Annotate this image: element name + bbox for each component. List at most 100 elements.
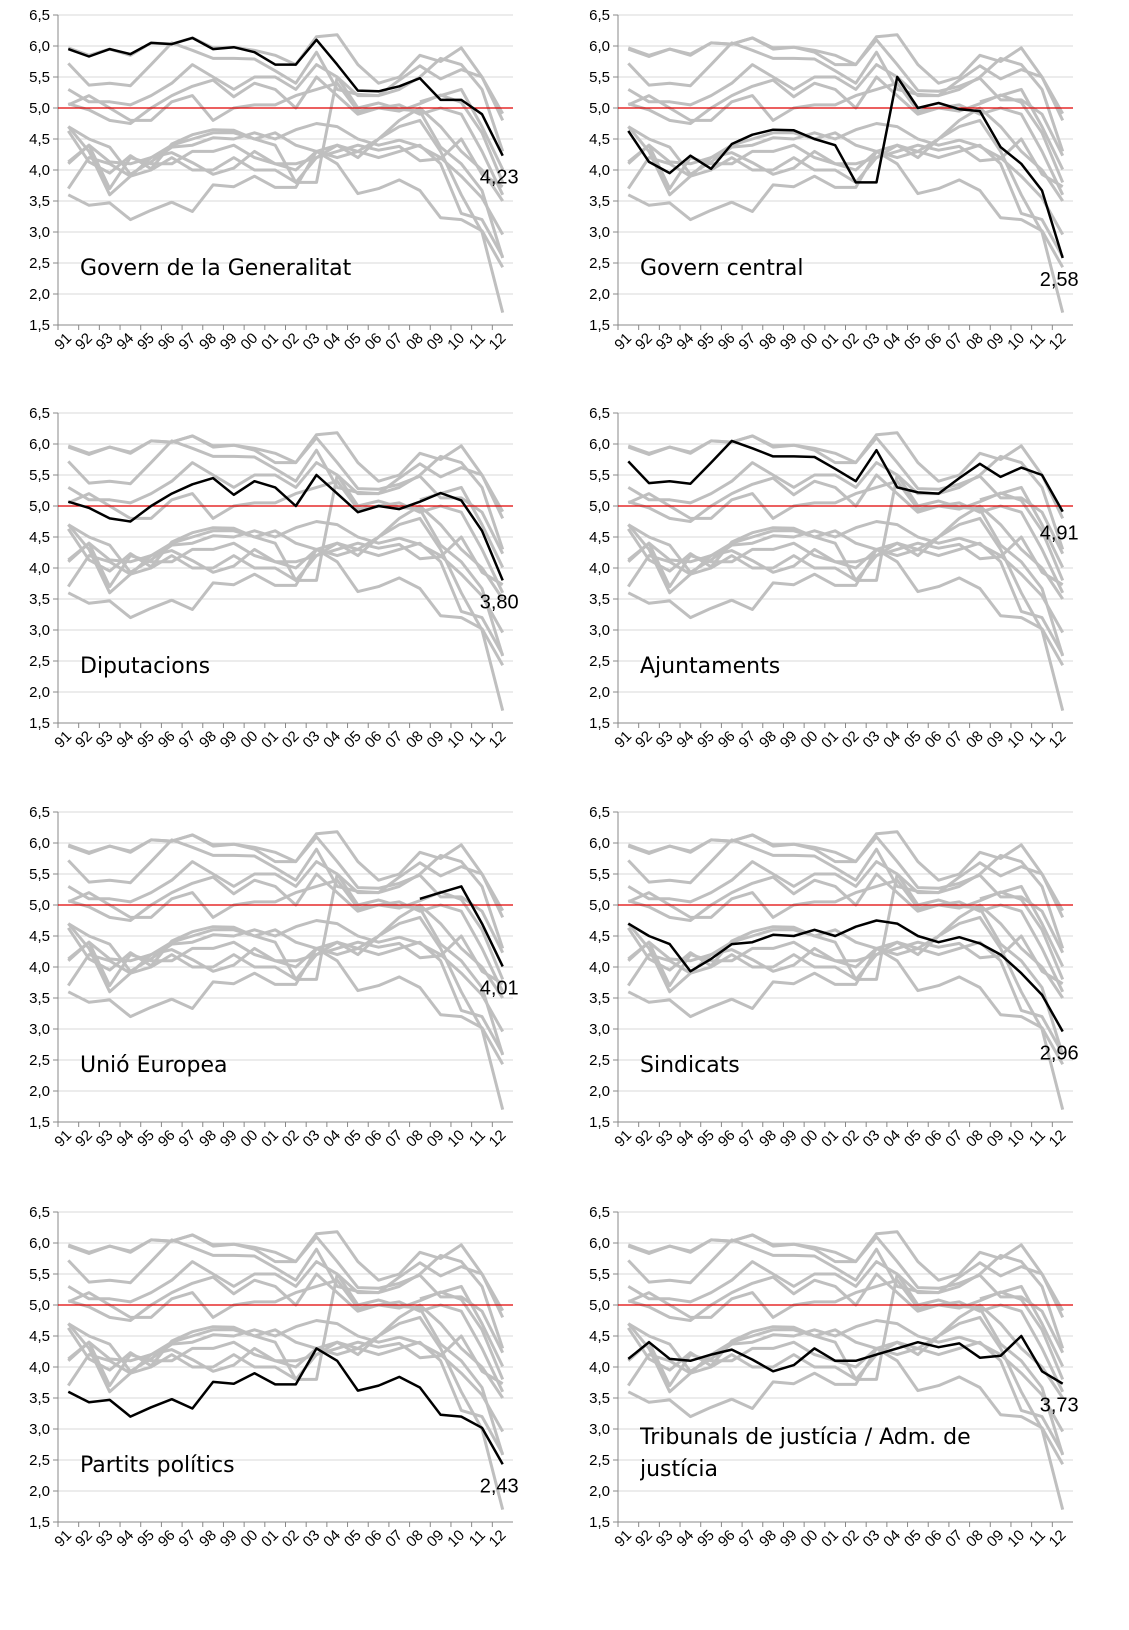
panel: 1,52,02,53,03,54,04,55,05,56,06,59192939… xyxy=(29,7,519,354)
y-tick-label: 3,0 xyxy=(29,622,50,639)
y-tick-label: 3,5 xyxy=(589,1390,610,1407)
x-tick-label: 12 xyxy=(486,330,510,354)
y-tick-label: 3,5 xyxy=(589,591,610,608)
y-tick-label: 5,0 xyxy=(29,897,50,914)
background-line xyxy=(67,454,505,550)
highlight-line xyxy=(419,885,504,967)
y-tick-label: 4,5 xyxy=(29,131,50,148)
x-tick-label: 10 xyxy=(444,1527,468,1551)
background-line xyxy=(67,919,505,1033)
panel-label-text: Ajuntaments xyxy=(640,654,781,679)
background-line xyxy=(67,137,504,188)
background-line xyxy=(627,454,1065,550)
highlight-line xyxy=(627,439,1064,513)
background-line xyxy=(627,946,1065,1066)
y-tick-label: 3,5 xyxy=(589,990,610,1007)
y-tick-label: 6,5 xyxy=(589,804,610,821)
y-tick-label: 4,5 xyxy=(589,1328,610,1345)
y-tick-label: 5,0 xyxy=(589,100,610,117)
y-tick-label: 1,5 xyxy=(589,1514,610,1531)
panel: 1,52,02,53,03,54,04,55,05,56,06,59192939… xyxy=(589,7,1079,354)
x-tick-label: 12 xyxy=(1046,330,1070,354)
panel: 1,52,02,53,03,54,04,55,05,56,06,59192939… xyxy=(589,405,1079,752)
value-label: 2,58 xyxy=(1040,269,1079,291)
background-line xyxy=(67,106,504,202)
y-tick-label: 5,5 xyxy=(29,1266,50,1283)
background-line xyxy=(67,1253,505,1349)
background-line xyxy=(67,41,505,115)
background-line xyxy=(67,1334,504,1385)
y-tick-label: 2,5 xyxy=(29,255,50,272)
panel: 1,52,02,53,03,54,04,55,05,56,06,59192939… xyxy=(29,804,519,1151)
y-tick-label: 5,0 xyxy=(589,498,610,515)
y-tick-label: 6,0 xyxy=(29,835,50,852)
y-tick-label: 4,0 xyxy=(589,162,610,179)
background-line xyxy=(67,149,505,269)
highlight-line xyxy=(67,1347,504,1465)
y-tick-label: 1,5 xyxy=(29,1114,50,1131)
y-tick-label: 1,5 xyxy=(589,317,610,334)
background-line xyxy=(627,56,1065,152)
x-tick-label: 10 xyxy=(1004,1127,1028,1151)
x-tick-label: 12 xyxy=(1046,1527,1070,1551)
background-line xyxy=(627,1238,1065,1312)
panel-label-text: Govern de la Generalitat xyxy=(80,256,352,281)
y-tick-label: 5,0 xyxy=(29,498,50,515)
background-line xyxy=(979,87,1065,171)
y-tick-label: 2,0 xyxy=(589,684,610,701)
y-tick-label: 2,0 xyxy=(29,684,50,701)
panel-label-text: Govern central xyxy=(640,256,804,281)
panel: 1,52,02,53,03,54,04,55,05,56,06,59192939… xyxy=(589,804,1079,1151)
y-tick-label: 3,5 xyxy=(29,990,50,1007)
y-tick-label: 3,0 xyxy=(589,1021,610,1038)
y-tick-label: 2,5 xyxy=(29,1052,50,1069)
background-line xyxy=(67,1233,505,1354)
y-tick-label: 1,5 xyxy=(589,715,610,732)
background-line xyxy=(67,504,504,600)
y-tick-label: 2,0 xyxy=(29,1083,50,1100)
background-line xyxy=(627,1253,1065,1349)
panel: 1,52,02,53,03,54,04,55,05,56,06,59192939… xyxy=(29,1204,519,1551)
y-tick-label: 3,0 xyxy=(589,1421,610,1438)
background-line xyxy=(627,903,1064,999)
y-tick-label: 4,0 xyxy=(29,162,50,179)
y-tick-label: 6,5 xyxy=(589,7,610,24)
y-tick-label: 1,5 xyxy=(29,317,50,334)
x-tick-label: 12 xyxy=(1046,728,1070,752)
background-line xyxy=(979,884,1065,968)
y-tick-label: 6,0 xyxy=(29,436,50,453)
background-line xyxy=(67,853,505,949)
background-line xyxy=(419,87,505,171)
y-tick-label: 4,5 xyxy=(589,928,610,945)
y-tick-label: 6,0 xyxy=(29,1235,50,1252)
y-tick-label: 4,5 xyxy=(29,1328,50,1345)
x-tick-label: 10 xyxy=(1004,330,1028,354)
y-tick-label: 5,0 xyxy=(589,1297,610,1314)
y-tick-label: 2,0 xyxy=(589,1083,610,1100)
background-line xyxy=(67,535,504,586)
y-tick-label: 6,0 xyxy=(589,38,610,55)
y-tick-label: 4,0 xyxy=(589,959,610,976)
background-line xyxy=(979,485,1065,569)
panel-label: Partits polítics xyxy=(80,1453,235,1478)
background-line xyxy=(627,122,1065,236)
value-label: 4,23 xyxy=(480,167,519,189)
y-tick-label: 6,0 xyxy=(29,38,50,55)
background-line xyxy=(627,1319,1065,1433)
y-tick-label: 2,0 xyxy=(589,286,610,303)
background-line xyxy=(67,934,504,985)
panel: 1,52,02,53,03,54,04,55,05,56,06,59192939… xyxy=(589,1204,1079,1551)
x-tick-label: 12 xyxy=(486,1527,510,1551)
background-line xyxy=(627,149,1065,269)
background-line xyxy=(419,1284,505,1368)
y-tick-label: 5,0 xyxy=(29,1297,50,1314)
background-line xyxy=(67,122,505,236)
background-line xyxy=(67,1238,505,1312)
y-tick-label: 5,5 xyxy=(29,467,50,484)
y-tick-label: 4,0 xyxy=(29,560,50,577)
x-tick-label: 12 xyxy=(486,1127,510,1151)
background-line xyxy=(67,833,505,954)
background-line xyxy=(67,903,504,999)
panel-label-text: Tribunals de justícia / Adm. de justícia xyxy=(640,1425,971,1482)
